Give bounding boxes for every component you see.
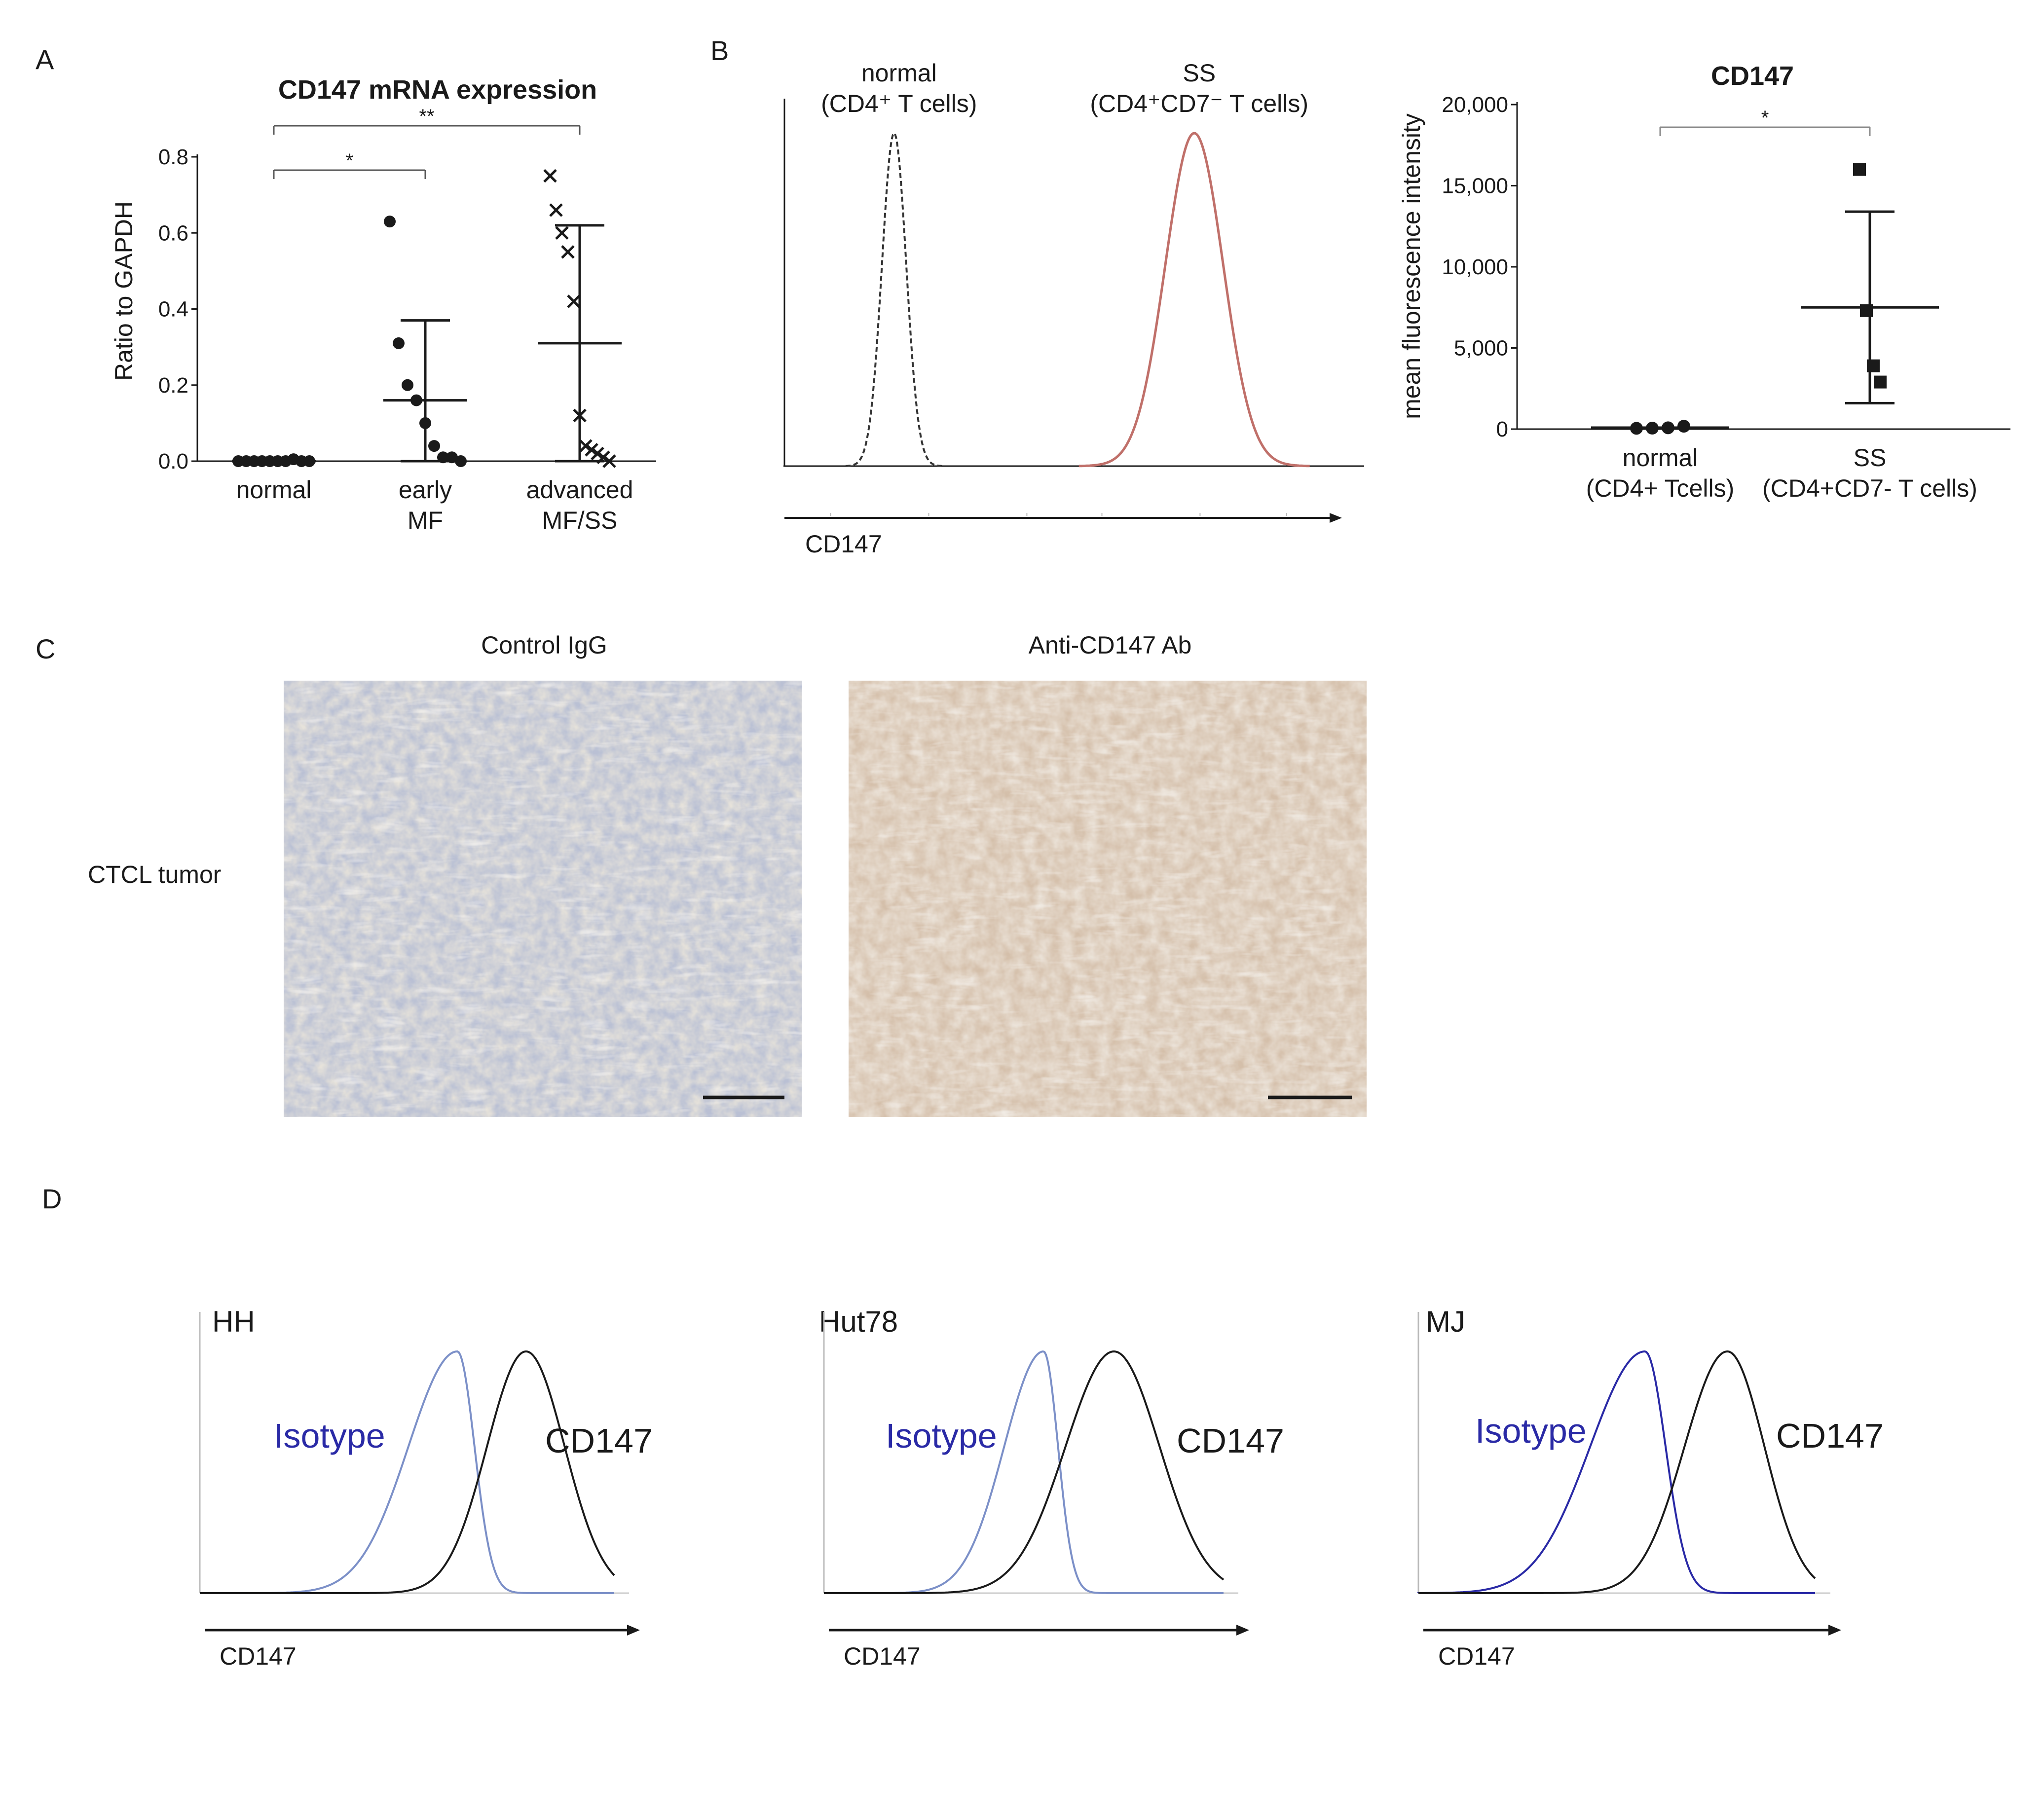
panel-d-title: HH	[212, 1305, 255, 1338]
data-point	[579, 439, 593, 453]
y-tick-label: 0.2	[158, 373, 188, 398]
y-tick-label: 20,000	[1442, 93, 1508, 117]
category-label: (CD4+CD7- T cells)	[1762, 474, 1977, 502]
legend-isotype: Isotype	[274, 1417, 385, 1455]
y-tick-label: 0.6	[158, 221, 188, 245]
panel-d-xlabel: CD147	[1438, 1642, 1515, 1670]
histogram-series-label: (CD4⁺CD7⁻ T cells)	[1090, 90, 1308, 117]
y-tick-label: 5,000	[1454, 336, 1508, 361]
panel-d-arrowhead	[1828, 1625, 1841, 1636]
data-point	[1677, 420, 1690, 433]
panel-label-b: B	[710, 35, 729, 66]
data-point	[1853, 163, 1866, 176]
category-label: (CD4+ Tcells)	[1586, 474, 1735, 502]
panel-a-title: CD147 mRNA expression	[278, 75, 597, 105]
histogram-series-label: normal	[861, 59, 937, 87]
data-point	[1874, 375, 1887, 389]
histogram-curve	[200, 1350, 614, 1594]
panel-d-histogram: MJ CD147 Isotype CD147	[1417, 1305, 1884, 1670]
panel-c-row-label: CTCL tumor	[88, 861, 221, 888]
histogram-curve	[1418, 1350, 1816, 1594]
significance-label: *	[346, 150, 354, 172]
histogram-series-label: (CD4⁺ T cells)	[821, 90, 977, 117]
category-label: SS	[1854, 444, 1887, 472]
panel-label-c: C	[36, 633, 55, 664]
category-label: normal	[1623, 444, 1698, 472]
significance-bracket	[1659, 126, 1871, 136]
data-point	[555, 226, 569, 240]
y-tick-label: 0.8	[158, 145, 188, 169]
significance-bracket	[273, 125, 581, 135]
data-point	[455, 455, 467, 467]
category-label: MF	[408, 507, 443, 534]
ihc-image-control-igg	[284, 681, 802, 1117]
data-point	[543, 169, 557, 183]
y-tick-label: 0.4	[158, 297, 188, 322]
panel-label-d: D	[42, 1183, 62, 1214]
significance-bracket	[273, 169, 426, 179]
data-point	[585, 443, 598, 457]
panel-a-ylabel: Ratio to GAPDH	[110, 201, 138, 381]
panel-c: Control IgG Anti-CD147 Ab CTCL tumor	[88, 631, 1367, 1117]
y-tick-label: 0.0	[158, 449, 188, 473]
panel-d-xlabel: CD147	[844, 1642, 921, 1670]
panel-a-chart: CD147 mRNA expression Ratio to GAPDH 0.0…	[110, 75, 656, 534]
category-label: advanced	[526, 476, 633, 504]
panel-d-xlabel: CD147	[220, 1642, 297, 1670]
panel-b-hist-xlabel: CD147	[805, 530, 882, 558]
y-tick-label: 10,000	[1442, 255, 1508, 279]
significance-label: **	[419, 106, 434, 127]
significance-label: *	[1761, 107, 1769, 129]
data-point	[384, 216, 396, 228]
panel-c-col-title-1: Control IgG	[481, 631, 607, 659]
histogram-curve	[824, 1350, 1225, 1594]
category-label: early	[399, 476, 452, 504]
panel-b-ylabel: mean fluorescence intensity	[1398, 113, 1425, 419]
data-point	[561, 245, 575, 259]
category-label: MF/SS	[542, 507, 618, 534]
histogram-curve	[200, 1350, 615, 1594]
legend-cd147: CD147	[545, 1421, 653, 1460]
panel-d-arrowhead	[1236, 1625, 1249, 1636]
y-tick-label: 0	[1496, 417, 1508, 441]
data-point	[428, 440, 440, 452]
panel-label-a: A	[36, 44, 54, 75]
panel-d-histogram: HH CD147 Isotype CD147	[199, 1305, 653, 1670]
ihc-image-anti-cd147	[849, 681, 1367, 1117]
panel-d-title: MJ	[1426, 1305, 1465, 1338]
histogram-curve	[1078, 132, 1310, 468]
legend-isotype: Isotype	[1475, 1412, 1587, 1450]
data-point	[567, 294, 581, 308]
data-point	[591, 446, 604, 461]
panel-b-histogram: normal (CD4⁺ T cells) SS (CD4⁺CD7⁻ T cells)…	[783, 59, 1364, 558]
data-point	[393, 337, 405, 349]
histogram-curve	[845, 132, 943, 467]
histogram-curve	[1417, 1350, 1815, 1594]
panel-c-col-title-2: Anti-CD147 Ab	[1029, 631, 1192, 659]
legend-isotype: Isotype	[886, 1417, 997, 1455]
panel-d-title: Hut78	[819, 1305, 898, 1338]
legend-cd147: CD147	[1177, 1421, 1284, 1460]
legend-cd147: CD147	[1776, 1417, 1884, 1455]
category-label: normal	[236, 476, 312, 504]
panel-b-title: CD147	[1711, 61, 1794, 91]
panel-b-hist-arrowhead	[1330, 513, 1342, 523]
histogram-curve	[824, 1350, 1224, 1594]
panel-b-scatter: CD147 mean fluorescence intensity 0 5,000…	[1398, 61, 2010, 502]
data-point	[602, 454, 616, 468]
data-point	[549, 203, 563, 217]
panel-d-histogram: Hut78 CD147 Isotype CD147	[819, 1305, 1284, 1670]
y-tick-label: 15,000	[1442, 174, 1508, 198]
data-point	[402, 379, 413, 391]
panel-d-arrowhead	[627, 1625, 640, 1636]
histogram-series-label: SS	[1183, 59, 1216, 87]
panel-d: HH CD147 Isotype CD147 Hut78 CD147 Isotype CD14…	[199, 1305, 1884, 1670]
